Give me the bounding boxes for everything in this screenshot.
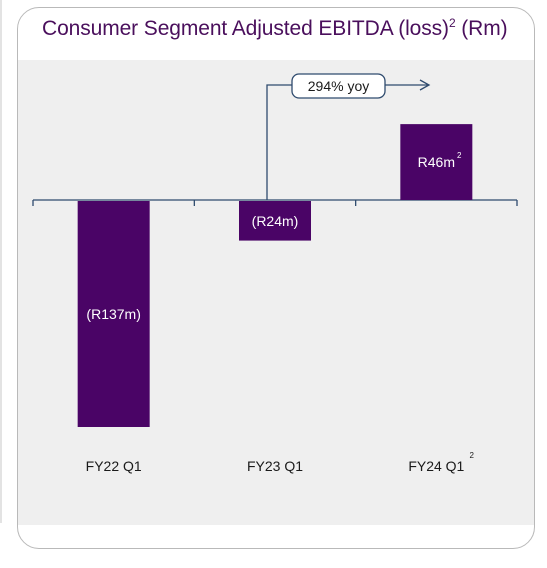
left-divider bbox=[0, 0, 2, 523]
chart-title-unit: (Rm) bbox=[461, 17, 508, 40]
yoy-connector-line bbox=[266, 84, 292, 200]
category-label: FY24 Q1 bbox=[408, 458, 464, 474]
bar-value-label: (R24m) bbox=[252, 213, 299, 229]
bar-fy23-q1 bbox=[239, 201, 311, 241]
chart-title-footnote: 2 bbox=[448, 16, 456, 30]
bar-fy24-q1 bbox=[400, 124, 473, 200]
yoy-annotation: 294% yoy bbox=[266, 73, 431, 200]
category-footnote: 2 bbox=[470, 451, 475, 460]
bar-value-label: (R137m) bbox=[86, 306, 140, 322]
category-label: FY22 Q1 bbox=[86, 458, 142, 474]
chart-card: Consumer Segment Adjusted EBITDA (loss)2… bbox=[17, 7, 535, 549]
yoy-arrow-head bbox=[419, 79, 431, 91]
category-label: FY23 Q1 bbox=[247, 458, 303, 474]
bar-fy22-q1 bbox=[77, 201, 150, 427]
bar-value-label: R46m bbox=[418, 154, 455, 170]
chart-title-text: Consumer Segment Adjusted EBITDA (loss) bbox=[42, 17, 449, 40]
chart-title: Consumer Segment Adjusted EBITDA (loss)2… bbox=[42, 17, 508, 41]
yoy-label: 294% yoy bbox=[308, 78, 369, 94]
bar-value-footnote: 2 bbox=[457, 151, 462, 160]
yoy-box bbox=[291, 73, 386, 99]
